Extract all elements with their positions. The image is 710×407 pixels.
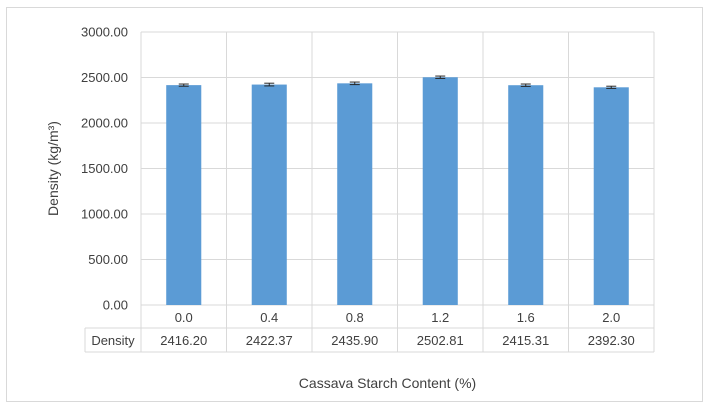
x-tick-label: 0.0 — [175, 310, 193, 325]
y-tick-label: 0.00 — [103, 298, 128, 313]
y-tick-label: 1500.00 — [81, 161, 128, 176]
y-tick-label: 2000.00 — [81, 116, 128, 131]
x-tick-label: 1.6 — [517, 310, 535, 325]
y-axis-ticks: 0.00 500.00 1000.00 1500.00 2000.00 2500.00 30… — [81, 25, 128, 313]
x-tick-label: 0.8 — [346, 310, 364, 325]
y-tick-label: 2500.00 — [81, 70, 128, 85]
data-table-series-label: Density — [91, 333, 135, 348]
data-table-value: 2435.90 — [331, 333, 378, 348]
y-tick-label: 3000.00 — [81, 25, 128, 40]
gridlines — [140, 31, 655, 352]
x-tick-label: 2.0 — [602, 310, 620, 325]
y-tick-label: 500.00 — [88, 252, 128, 267]
x-axis-title: Cassava Starch Content (%) — [299, 375, 476, 391]
data-table-value: 2392.30 — [588, 333, 635, 348]
x-tick-label: 1.2 — [431, 310, 449, 325]
data-table-value: 2416.20 — [160, 333, 207, 348]
bar — [166, 85, 202, 306]
bar — [251, 84, 287, 305]
y-tick-label: 1000.00 — [81, 207, 128, 222]
data-table: Density 0.0 2416.20 0.4 2422.37 0.8 2435.90 1.2… — [84, 310, 654, 353]
data-table-value: 2502.81 — [417, 333, 464, 348]
error-bars — [178, 75, 617, 89]
y-axis-title: Density (kg/m³) — [45, 121, 61, 216]
bar — [508, 85, 544, 305]
x-tick-label: 0.4 — [260, 310, 278, 325]
bar — [593, 87, 629, 306]
data-table-value: 2415.31 — [502, 333, 549, 348]
data-table-value: 2422.37 — [246, 333, 293, 348]
bar — [337, 83, 373, 305]
bars — [166, 77, 629, 306]
bar — [422, 77, 458, 305]
